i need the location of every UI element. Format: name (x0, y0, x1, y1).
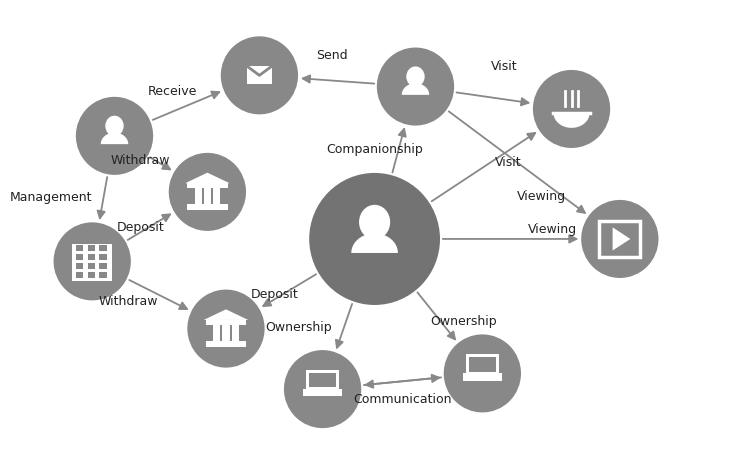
Bar (232, 325, 239, 341)
Polygon shape (553, 113, 590, 128)
Bar (76, 245, 83, 251)
Bar (213, 325, 220, 341)
Text: Viewing: Viewing (528, 224, 578, 236)
Ellipse shape (187, 290, 264, 368)
Text: Receive: Receive (148, 85, 197, 98)
Polygon shape (351, 234, 398, 253)
Polygon shape (204, 309, 248, 320)
Text: Withdraw: Withdraw (111, 154, 171, 167)
Bar (100, 245, 106, 251)
Ellipse shape (581, 200, 658, 278)
Ellipse shape (220, 37, 298, 115)
Ellipse shape (533, 70, 610, 148)
Bar (205, 341, 246, 347)
Text: Deposit: Deposit (116, 221, 165, 234)
Text: Send: Send (316, 49, 348, 62)
Bar (247, 66, 272, 84)
Ellipse shape (54, 222, 131, 300)
Bar (76, 254, 83, 260)
Text: Ownership: Ownership (430, 315, 497, 328)
Ellipse shape (310, 173, 440, 305)
Bar (223, 325, 230, 341)
Bar (309, 373, 337, 387)
Bar (195, 188, 202, 204)
Bar (88, 254, 95, 260)
Bar (466, 354, 499, 374)
Bar (100, 254, 106, 260)
Polygon shape (402, 83, 430, 95)
Ellipse shape (76, 97, 153, 175)
Ellipse shape (377, 47, 454, 125)
Text: Companionship: Companionship (326, 143, 423, 156)
Text: Withdraw: Withdraw (98, 295, 158, 308)
Bar (88, 272, 95, 278)
Polygon shape (185, 173, 230, 183)
Text: Deposit: Deposit (251, 289, 298, 301)
Ellipse shape (105, 116, 124, 136)
Bar (204, 188, 211, 204)
Ellipse shape (444, 334, 521, 412)
Bar (72, 244, 112, 281)
Text: Communication: Communication (353, 393, 451, 406)
Bar (463, 373, 502, 381)
Bar (76, 272, 83, 278)
Bar (100, 263, 106, 269)
Text: Visit: Visit (492, 60, 518, 73)
Bar (469, 357, 496, 372)
Bar (88, 263, 95, 269)
Bar (187, 204, 228, 210)
Bar (88, 245, 95, 251)
Bar (599, 221, 640, 257)
Ellipse shape (284, 350, 361, 428)
Bar (187, 183, 228, 188)
Ellipse shape (169, 153, 246, 231)
Bar (303, 389, 342, 396)
Text: Ownership: Ownership (266, 321, 332, 334)
Text: Viewing: Viewing (517, 190, 566, 203)
Ellipse shape (359, 205, 390, 239)
Bar (307, 370, 339, 390)
Bar (213, 188, 220, 204)
Bar (100, 272, 106, 278)
Text: Management: Management (10, 191, 93, 204)
Ellipse shape (406, 66, 424, 87)
Polygon shape (100, 133, 128, 144)
Bar (76, 263, 83, 269)
Polygon shape (612, 227, 630, 251)
Text: Visit: Visit (495, 156, 522, 169)
Bar (205, 320, 246, 325)
